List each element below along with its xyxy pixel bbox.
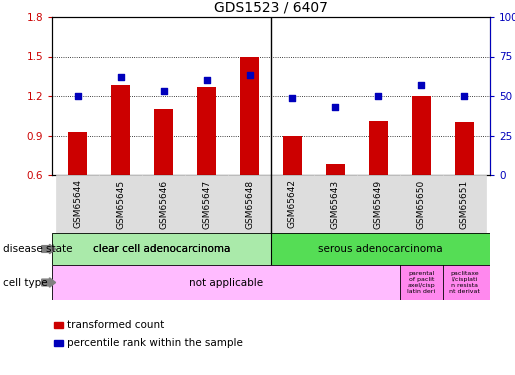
Bar <box>142 175 185 233</box>
Text: clear cell adenocarcinoma: clear cell adenocarcinoma <box>93 244 230 254</box>
Point <box>116 74 125 80</box>
Point <box>331 104 339 110</box>
Point <box>160 88 168 94</box>
Bar <box>111 86 130 175</box>
Bar <box>443 265 490 300</box>
Text: GSM65649: GSM65649 <box>374 179 383 228</box>
Point <box>374 93 383 99</box>
Bar <box>56 175 99 233</box>
Text: GSM65650: GSM65650 <box>417 179 426 229</box>
Bar <box>197 87 216 175</box>
Text: disease state: disease state <box>3 244 72 254</box>
Bar <box>99 175 142 233</box>
Text: percentile rank within the sample: percentile rank within the sample <box>67 338 243 348</box>
Bar <box>411 96 431 175</box>
Bar <box>283 135 302 175</box>
Text: serous adenocarcinoma: serous adenocarcinoma <box>318 244 443 254</box>
Point <box>246 72 254 78</box>
Bar <box>185 175 228 233</box>
Bar <box>400 265 443 300</box>
Text: transformed count: transformed count <box>67 320 164 330</box>
Bar <box>443 175 486 233</box>
Text: GSM65645: GSM65645 <box>116 179 125 228</box>
Bar <box>326 165 345 175</box>
Bar <box>240 57 259 175</box>
Bar <box>369 121 388 175</box>
Point <box>288 94 297 100</box>
Text: GSM65648: GSM65648 <box>245 179 254 228</box>
Text: paclitaxe
l/cisplati
n resista
nt derivat: paclitaxe l/cisplati n resista nt deriva… <box>449 271 479 294</box>
Text: GSM65642: GSM65642 <box>288 180 297 228</box>
Point <box>202 77 211 83</box>
Bar <box>154 109 174 175</box>
Bar <box>357 175 400 233</box>
Bar <box>271 175 314 233</box>
Text: GSM65646: GSM65646 <box>159 179 168 228</box>
Text: GSM65643: GSM65643 <box>331 179 340 228</box>
Bar <box>400 175 443 233</box>
Point <box>74 93 82 99</box>
Text: not applicable: not applicable <box>189 278 263 288</box>
Bar <box>271 233 490 265</box>
Bar <box>68 132 88 175</box>
Text: parental
of paclit
axel/cisp
latin deri: parental of paclit axel/cisp latin deri <box>407 271 435 294</box>
Text: GSM65651: GSM65651 <box>460 179 469 229</box>
Point <box>417 82 425 88</box>
Text: GSM65644: GSM65644 <box>73 180 82 228</box>
Bar <box>52 265 400 300</box>
Point <box>460 93 468 99</box>
Title: GDS1523 / 6407: GDS1523 / 6407 <box>214 0 328 15</box>
Text: cell type: cell type <box>3 278 47 288</box>
Bar <box>52 233 271 265</box>
Text: GSM65647: GSM65647 <box>202 179 211 228</box>
Bar <box>314 175 357 233</box>
Text: clear cell adenocarcinoma: clear cell adenocarcinoma <box>93 244 230 254</box>
Bar <box>455 122 474 175</box>
Bar <box>228 175 271 233</box>
